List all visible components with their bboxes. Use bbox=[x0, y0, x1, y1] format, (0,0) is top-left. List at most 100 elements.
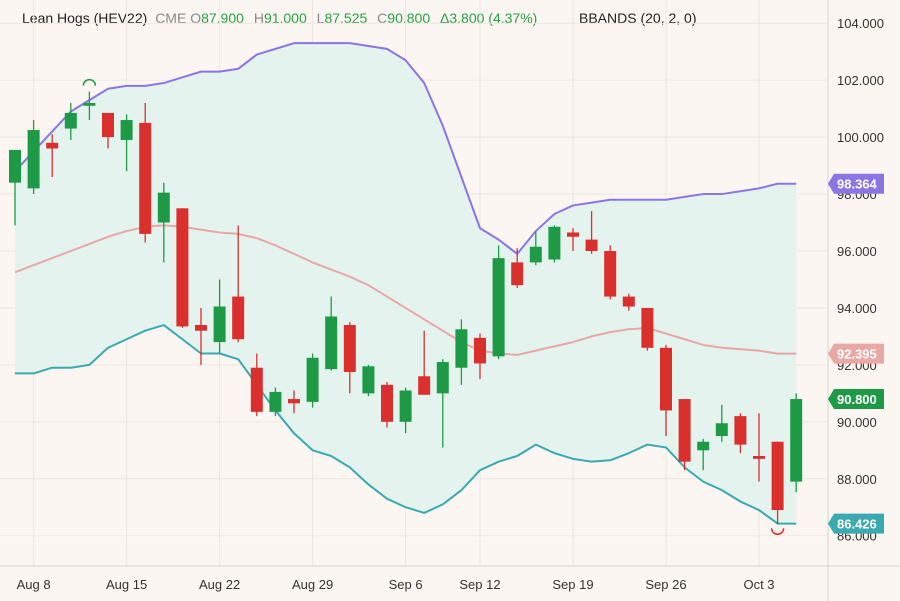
x-tick-label: Sep 12 bbox=[459, 577, 500, 592]
y-tick-label: 90.000 bbox=[837, 415, 877, 430]
candle-body bbox=[418, 376, 431, 395]
candle-body bbox=[436, 362, 449, 394]
candle-body bbox=[362, 366, 375, 394]
candle bbox=[567, 228, 579, 251]
x-tick-label: Aug 22 bbox=[199, 577, 240, 592]
candle bbox=[474, 333, 486, 380]
candle bbox=[734, 413, 747, 454]
change-value: Δ3.800 (4.37%) bbox=[440, 10, 538, 26]
candle-body bbox=[83, 102, 96, 106]
x-tick-label: Aug 29 bbox=[292, 577, 333, 592]
candle bbox=[511, 248, 524, 289]
candle-body bbox=[306, 357, 319, 402]
candle-body bbox=[511, 262, 524, 286]
x-tick-label: Oct 3 bbox=[743, 577, 774, 592]
candle-body bbox=[157, 192, 170, 223]
candle bbox=[418, 330, 431, 395]
candle bbox=[195, 307, 207, 365]
price-label-text: 90.800 bbox=[837, 392, 877, 407]
candle bbox=[362, 364, 375, 397]
chart-header: Lean Hogs (HEV22) CME O87.900 H91.000 L8… bbox=[22, 10, 537, 26]
candle bbox=[139, 102, 152, 243]
candle-body bbox=[120, 120, 133, 140]
candle bbox=[529, 231, 542, 266]
price-label-box bbox=[828, 513, 884, 534]
indicator-label: BBANDS (20, 2, 0) bbox=[579, 10, 697, 26]
candle bbox=[102, 112, 114, 149]
candle bbox=[548, 225, 561, 263]
x-tick-label: Aug 15 bbox=[106, 577, 147, 592]
candle-body bbox=[399, 390, 412, 422]
price-label-close: 90.800 bbox=[828, 389, 884, 410]
y-tick-label: 94.000 bbox=[837, 301, 877, 316]
open-key: O bbox=[190, 10, 202, 26]
candle-body bbox=[195, 325, 207, 331]
pivot-high-mark bbox=[82, 78, 97, 86]
candle bbox=[288, 390, 300, 414]
candle bbox=[46, 134, 59, 177]
candle-body bbox=[660, 347, 672, 411]
candle-body bbox=[492, 258, 505, 357]
candle bbox=[306, 353, 319, 408]
candle bbox=[604, 245, 617, 300]
candle bbox=[753, 413, 765, 482]
candle bbox=[157, 182, 170, 263]
high-value: 91.000 bbox=[263, 10, 307, 26]
price-label-box bbox=[828, 173, 884, 194]
candle bbox=[176, 208, 189, 328]
candles bbox=[9, 91, 803, 525]
candle-body bbox=[641, 307, 654, 348]
candle bbox=[120, 114, 133, 172]
candle bbox=[660, 344, 672, 437]
candle-body bbox=[9, 149, 21, 183]
candle-body bbox=[604, 251, 617, 297]
candle bbox=[27, 120, 40, 195]
x-tick-label: Aug 8 bbox=[17, 577, 51, 592]
price-label-text: 98.364 bbox=[837, 177, 878, 192]
price-label-box bbox=[828, 343, 884, 364]
pivot-low-mark bbox=[770, 528, 785, 536]
x-tick-label: Sep 26 bbox=[645, 577, 686, 592]
price-label-text: 86.426 bbox=[837, 517, 877, 532]
candle bbox=[250, 353, 263, 417]
candle bbox=[790, 393, 803, 493]
y-tick-label: 104.000 bbox=[837, 16, 884, 31]
candle-body bbox=[213, 306, 226, 343]
candle bbox=[9, 149, 21, 226]
low-value: 87.525 bbox=[324, 10, 368, 26]
bbands-upper-line bbox=[14, 42, 797, 255]
y-tick-label: 96.000 bbox=[837, 244, 877, 259]
candle bbox=[678, 399, 691, 471]
candle-body bbox=[102, 112, 114, 138]
close-value: 90.800 bbox=[387, 10, 431, 26]
candle bbox=[232, 225, 245, 343]
candle-body bbox=[697, 441, 710, 451]
price-label-text: 92.395 bbox=[837, 347, 877, 362]
candle-body bbox=[269, 391, 282, 412]
candle bbox=[771, 441, 784, 525]
candle-body bbox=[139, 122, 152, 234]
candle-body bbox=[232, 296, 245, 340]
candle-body bbox=[548, 226, 561, 260]
candle-body bbox=[790, 399, 803, 482]
candle bbox=[697, 438, 710, 471]
candle bbox=[436, 359, 449, 448]
y-tick-label: 88.000 bbox=[837, 472, 877, 487]
low-key: L bbox=[316, 10, 325, 26]
candle-body bbox=[529, 246, 542, 263]
candle-body bbox=[176, 208, 189, 327]
candle-body bbox=[753, 455, 765, 459]
candle bbox=[343, 322, 356, 394]
candle-body bbox=[250, 367, 263, 412]
price-label-box bbox=[828, 389, 884, 410]
x-tick-label: Sep 6 bbox=[389, 577, 423, 592]
candle bbox=[622, 293, 635, 311]
candle-body bbox=[678, 399, 691, 462]
candle-body bbox=[288, 399, 300, 404]
x-tick-label: Sep 19 bbox=[552, 577, 593, 592]
candle bbox=[381, 381, 393, 428]
bbands-fill bbox=[15, 43, 797, 524]
y-tick-label: 100.000 bbox=[837, 130, 884, 145]
candle-body bbox=[474, 337, 486, 364]
